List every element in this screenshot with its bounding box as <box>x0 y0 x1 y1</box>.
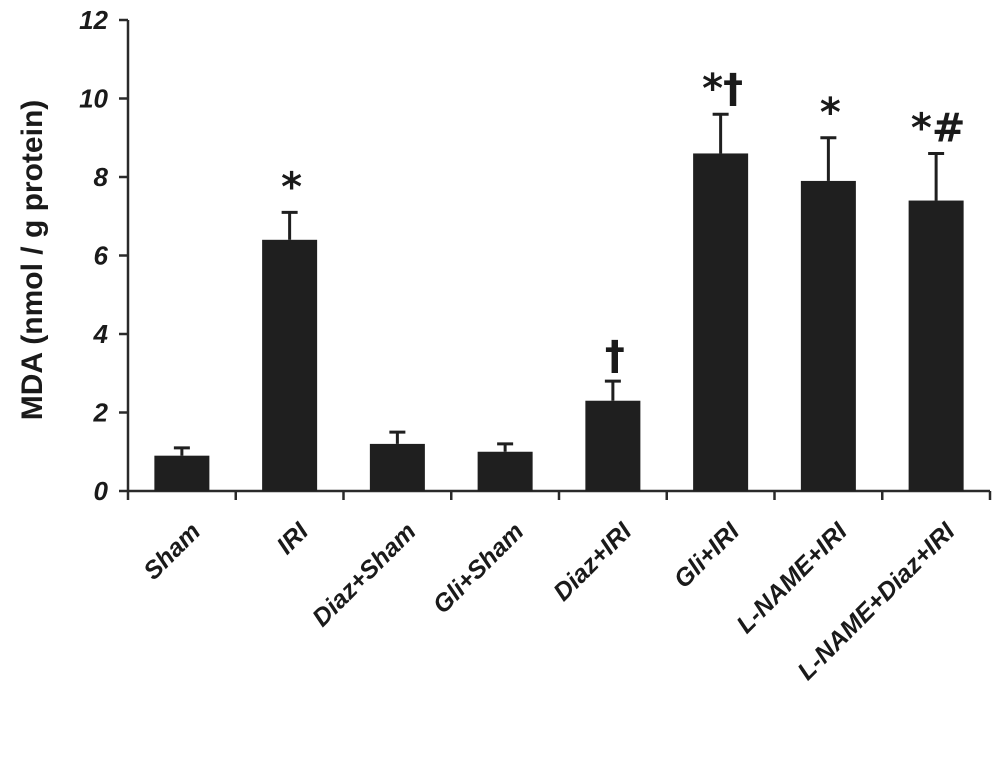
category-label: Gli+Sham <box>428 517 530 619</box>
category-label: Gli+IRI <box>669 517 746 594</box>
significance-marker: † <box>605 333 625 379</box>
bar <box>693 153 749 491</box>
bar <box>585 400 641 491</box>
category-label: L-NAME+IRI <box>731 517 853 639</box>
y-tick-label: 10 <box>79 84 108 114</box>
bar <box>477 451 533 491</box>
bar <box>154 455 210 491</box>
bar <box>262 239 318 491</box>
category-label: Diaz+Sham <box>307 517 422 632</box>
significance-markers: *†*†* *# <box>281 66 965 379</box>
y-axis: 0 2 4 6 8 10 12 <box>79 5 130 506</box>
y-tick-label: 12 <box>79 5 108 35</box>
bar <box>369 443 425 491</box>
error-bars <box>173 112 945 456</box>
y-tick-label: 6 <box>94 241 109 271</box>
category-label: IRI <box>271 517 314 560</box>
significance-marker: *# <box>911 105 965 151</box>
bar <box>800 180 856 492</box>
x-axis <box>126 489 992 500</box>
bars <box>154 153 964 492</box>
y-tick-label: 8 <box>94 162 109 192</box>
category-label: Sham <box>138 517 206 585</box>
y-tick-label: 4 <box>93 319 109 349</box>
bar <box>908 200 964 492</box>
significance-marker: *† <box>702 66 743 112</box>
significance-marker: * <box>820 90 841 136</box>
y-axis-label: MDA (nmol / g protein) <box>16 100 49 421</box>
category-label: Diaz+IRI <box>548 517 638 607</box>
significance-marker: * <box>281 164 302 210</box>
y-tick-label: 2 <box>93 398 109 428</box>
y-tick-label: 0 <box>94 476 109 506</box>
